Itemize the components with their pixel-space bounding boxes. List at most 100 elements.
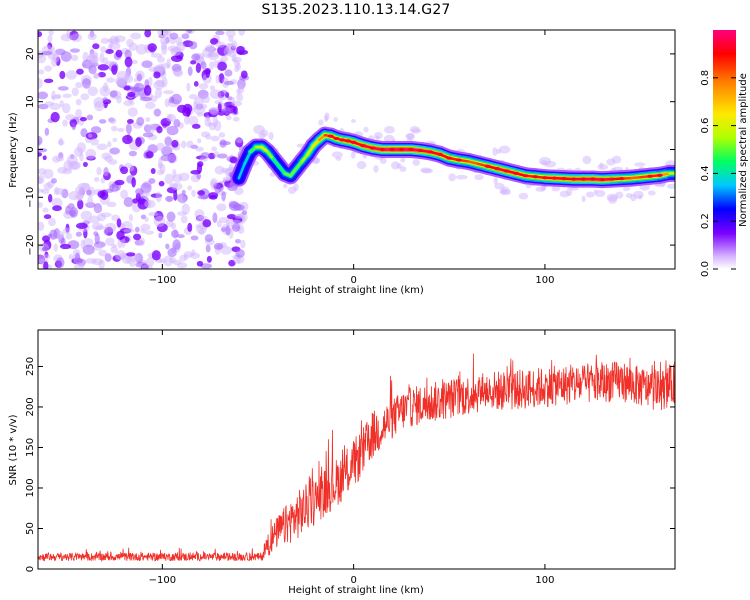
noise-blob xyxy=(110,125,118,132)
noise-blob xyxy=(124,56,133,68)
noise-blob xyxy=(214,165,225,175)
noise-blob xyxy=(166,113,177,122)
noise-blob xyxy=(100,46,107,53)
noise-blob xyxy=(52,52,60,63)
noise-blob xyxy=(240,70,248,79)
noise-blob xyxy=(86,189,92,196)
noise-blob xyxy=(205,47,211,52)
noise-blob xyxy=(212,212,218,224)
noise-blob xyxy=(38,152,43,157)
noise-blob xyxy=(155,191,162,203)
ridge-segment xyxy=(312,138,321,147)
noise-blob xyxy=(165,195,174,202)
noise-blob xyxy=(228,35,234,43)
noise-blob xyxy=(69,48,81,53)
noise-blob xyxy=(71,122,77,131)
noise-blob xyxy=(59,100,64,108)
x-tick-label: 0 xyxy=(350,575,356,586)
noise-blob xyxy=(38,103,49,110)
noise-blob xyxy=(107,159,118,165)
noise-blob xyxy=(131,59,138,65)
noise-blob xyxy=(112,137,118,143)
ridge-peak xyxy=(455,158,462,162)
ridge-halo xyxy=(287,186,297,194)
noise-blob xyxy=(59,70,66,80)
x-tick-label: 100 xyxy=(535,275,554,286)
noise-blob xyxy=(231,100,243,107)
ridge-halo xyxy=(373,165,379,173)
ridge-halo xyxy=(448,173,456,182)
ridge-peak xyxy=(618,177,625,181)
noise-blob xyxy=(75,231,83,237)
ridge-peak xyxy=(580,177,587,181)
noise-blob xyxy=(144,30,152,38)
noise-blob xyxy=(90,138,99,146)
noise-blob xyxy=(68,191,80,201)
noise-blob xyxy=(209,37,219,45)
noise-blob xyxy=(219,89,228,96)
noise-blob xyxy=(148,66,159,73)
noise-blob xyxy=(116,230,125,240)
noise-blob xyxy=(222,106,231,115)
noise-blob xyxy=(69,209,77,217)
ridge-halo xyxy=(582,155,592,165)
noise-blob xyxy=(218,96,227,101)
noise-blob xyxy=(220,55,229,63)
noise-blob xyxy=(208,44,215,54)
noise-blob xyxy=(82,244,95,255)
noise-blob xyxy=(191,249,196,257)
noise-blob xyxy=(58,137,64,146)
noise-blob xyxy=(176,211,188,216)
snr-frame xyxy=(37,329,676,570)
noise-blob xyxy=(215,74,220,84)
noise-blob xyxy=(216,203,227,212)
ridge-peak xyxy=(608,177,615,181)
noise-blob xyxy=(57,86,69,91)
ridge-halo xyxy=(411,128,422,134)
ridge-halo xyxy=(622,186,631,192)
noise-blob xyxy=(145,117,151,123)
ridge-halo xyxy=(647,190,656,196)
noise-blob xyxy=(153,215,166,227)
noise-blob xyxy=(96,167,102,176)
ridge-halo xyxy=(283,183,288,189)
noise-blob xyxy=(68,253,74,260)
noise-blob xyxy=(100,177,106,184)
ridge-halo xyxy=(474,174,484,181)
noise-blob xyxy=(164,173,174,185)
noise-blob xyxy=(47,34,53,43)
noise-blob xyxy=(145,151,154,159)
noise-blob xyxy=(180,215,188,224)
ridge-segment xyxy=(289,167,298,178)
noise-blob xyxy=(186,82,191,92)
noise-blob xyxy=(101,152,112,160)
noise-blob xyxy=(38,188,45,193)
noise-blob xyxy=(225,225,231,236)
noise-blob xyxy=(74,262,85,269)
noise-blob xyxy=(55,257,65,269)
noise-blob xyxy=(218,132,226,138)
y-tick-label: 200 xyxy=(25,397,36,416)
noise-blob xyxy=(65,70,78,80)
noise-blob xyxy=(93,208,103,213)
noise-blob xyxy=(217,153,228,159)
noise-blob xyxy=(50,178,57,184)
ridge-peak xyxy=(656,173,663,177)
ridge-halo xyxy=(634,162,646,167)
noise-blob xyxy=(171,139,179,148)
ridge-peak xyxy=(360,144,367,148)
noise-blob xyxy=(160,30,167,34)
noise-blob xyxy=(141,264,153,269)
noise-blob xyxy=(87,196,94,207)
noise-blob xyxy=(183,115,190,125)
noise-blob xyxy=(149,95,158,102)
x-tick-label: 100 xyxy=(535,575,554,586)
noise-blob xyxy=(135,188,144,196)
noise-blob xyxy=(217,61,227,72)
noise-blob xyxy=(170,93,182,105)
noise-blob xyxy=(236,45,245,55)
snr-xlabel: Height of straight line (km) xyxy=(288,585,424,596)
noise-blob xyxy=(169,32,179,40)
ridge-halo xyxy=(501,188,507,194)
noise-blob xyxy=(99,85,111,97)
